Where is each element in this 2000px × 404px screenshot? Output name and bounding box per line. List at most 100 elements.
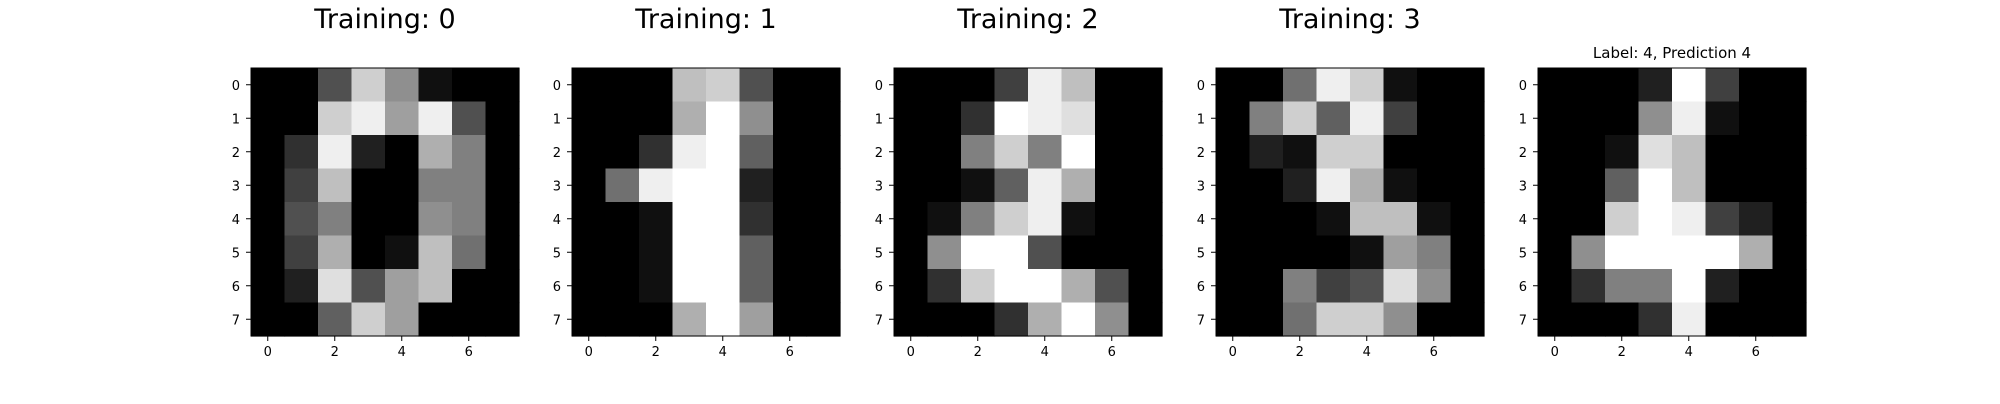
- pixel-cell: [251, 101, 286, 136]
- pixel-cell: [572, 68, 607, 103]
- y-tick-label: 3: [232, 179, 240, 194]
- pixel-cell: [894, 202, 929, 237]
- pixel-cell: [994, 235, 1029, 270]
- pixel-cell: [1450, 135, 1485, 170]
- pixel-cell: [1350, 235, 1385, 270]
- x-tick-label: 2: [974, 345, 982, 360]
- pixel-cell: [1128, 101, 1163, 136]
- pixel-cell: [1605, 235, 1640, 270]
- y-tick-label: 5: [553, 246, 561, 261]
- pixel-cell: [485, 235, 520, 270]
- pixel-cell: [351, 302, 386, 337]
- pixel-cell: [639, 269, 674, 304]
- pixel-cell: [1283, 101, 1318, 136]
- pixel-cell: [1249, 135, 1284, 170]
- pixel-cell: [1383, 202, 1418, 237]
- pixel-cell: [605, 235, 640, 270]
- pixel-cell: [1350, 202, 1385, 237]
- pixel-cell: [1283, 235, 1318, 270]
- pixel-cell: [318, 302, 353, 337]
- pixel-cell: [572, 101, 607, 136]
- pixel-cell: [1316, 68, 1351, 103]
- pixel-cell: [251, 135, 286, 170]
- pixel-cell: [1638, 235, 1673, 270]
- pixel-cell: [452, 168, 487, 203]
- pixel-cell: [1316, 302, 1351, 337]
- x-tick-label: 0: [1551, 345, 1559, 360]
- pixel-cell: [1095, 235, 1130, 270]
- pixel-cell: [572, 302, 607, 337]
- pixel-cell: [1638, 202, 1673, 237]
- y-tick-label: 4: [875, 213, 883, 228]
- pixel-cell: [1061, 235, 1096, 270]
- pixel-cell: [1350, 101, 1385, 136]
- pixel-cell: [318, 202, 353, 237]
- pixel-cell: [452, 101, 487, 136]
- pixel-cell: [485, 269, 520, 304]
- y-tick-label: 3: [1519, 179, 1527, 194]
- pixel-cell: [1028, 235, 1063, 270]
- pixel-cell: [894, 235, 929, 270]
- pixel-cell: [1605, 68, 1640, 103]
- pixel-cell: [418, 168, 453, 203]
- pixel-cell: [806, 235, 841, 270]
- pixel-cell: [1316, 168, 1351, 203]
- pixel-cell: [1383, 235, 1418, 270]
- pixel-cell: [605, 68, 640, 103]
- pixel-cell: [1028, 101, 1063, 136]
- pixel-cell: [961, 235, 996, 270]
- pixel-cell: [485, 68, 520, 103]
- y-tick-label: 7: [553, 313, 561, 328]
- y-tick-label: 6: [553, 280, 561, 295]
- pixel-cell: [1571, 135, 1606, 170]
- pixel-cell: [1705, 269, 1740, 304]
- pixel-cell: [1571, 269, 1606, 304]
- pixel-cell: [639, 68, 674, 103]
- pixel-cell: [418, 269, 453, 304]
- pixel-cell: [351, 135, 386, 170]
- axes-frame: [571, 67, 841, 337]
- x-tick-label: 4: [719, 345, 727, 360]
- pixel-cell: [1283, 68, 1318, 103]
- pixel-cell: [452, 302, 487, 337]
- pixel-cell: [1538, 235, 1573, 270]
- y-tick-label: 6: [1519, 280, 1527, 295]
- pixel-cell: [1705, 68, 1740, 103]
- pixel-cell: [1672, 168, 1707, 203]
- pixel-cell: [1638, 101, 1673, 136]
- pixel-cell: [1283, 302, 1318, 337]
- pixel-cell: [385, 302, 420, 337]
- pixel-cell: [1283, 168, 1318, 203]
- y-tick-label: 7: [1519, 313, 1527, 328]
- pixel-cell: [1672, 235, 1707, 270]
- pixel-cell: [1249, 168, 1284, 203]
- pixel-cell: [1672, 101, 1707, 136]
- pixel-cell: [251, 235, 286, 270]
- pixel-cell: [418, 101, 453, 136]
- axes-frame: [1537, 67, 1807, 337]
- pixel-cell: [1772, 101, 1807, 136]
- pixel-cell: [639, 302, 674, 337]
- x-tick-label: 0: [585, 345, 593, 360]
- pixel-cell: [1095, 168, 1130, 203]
- y-tick-label: 0: [875, 79, 883, 94]
- pixel-cell: [1538, 269, 1573, 304]
- pixel-cell: [1350, 168, 1385, 203]
- pixel-cell: [927, 101, 962, 136]
- pixel-cell: [1672, 202, 1707, 237]
- y-tick-label: 1: [232, 112, 240, 127]
- pixel-cell: [1095, 68, 1130, 103]
- pixel-cell: [418, 202, 453, 237]
- pixel-cell: [452, 269, 487, 304]
- pixel-cell: [1216, 168, 1251, 203]
- pixel-cell: [485, 168, 520, 203]
- pixel-cell: [739, 68, 774, 103]
- pixel-cell: [994, 101, 1029, 136]
- pixel-cell: [1638, 302, 1673, 337]
- pixel-cell: [1316, 202, 1351, 237]
- pixel-cell: [452, 202, 487, 237]
- pixel-cell: [452, 135, 487, 170]
- pixel-cell: [994, 168, 1029, 203]
- pixel-cell: [894, 269, 929, 304]
- pixel-cell: [1216, 269, 1251, 304]
